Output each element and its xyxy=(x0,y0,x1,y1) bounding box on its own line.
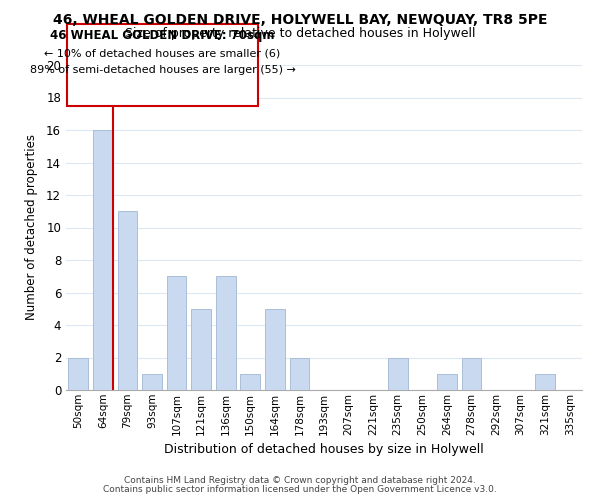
Bar xyxy=(535,374,555,390)
Text: 46 WHEAL GOLDEN DRIVE: 70sqm: 46 WHEAL GOLDEN DRIVE: 70sqm xyxy=(50,29,275,42)
Text: Contains public sector information licensed under the Open Government Licence v3: Contains public sector information licen… xyxy=(103,484,497,494)
Text: Contains HM Land Registry data © Crown copyright and database right 2024.: Contains HM Land Registry data © Crown c… xyxy=(124,476,476,485)
FancyBboxPatch shape xyxy=(67,24,257,105)
Bar xyxy=(437,374,457,390)
Bar xyxy=(216,276,236,390)
Bar xyxy=(93,130,113,390)
Bar xyxy=(191,308,211,390)
Text: 46, WHEAL GOLDEN DRIVE, HOLYWELL BAY, NEWQUAY, TR8 5PE: 46, WHEAL GOLDEN DRIVE, HOLYWELL BAY, NE… xyxy=(53,12,547,26)
Bar xyxy=(142,374,162,390)
Y-axis label: Number of detached properties: Number of detached properties xyxy=(25,134,38,320)
Bar xyxy=(388,358,407,390)
Text: Size of property relative to detached houses in Holywell: Size of property relative to detached ho… xyxy=(125,28,475,40)
Bar xyxy=(265,308,284,390)
X-axis label: Distribution of detached houses by size in Holywell: Distribution of detached houses by size … xyxy=(164,443,484,456)
Text: 89% of semi-detached houses are larger (55) →: 89% of semi-detached houses are larger (… xyxy=(29,65,295,75)
Bar xyxy=(118,211,137,390)
Text: ← 10% of detached houses are smaller (6): ← 10% of detached houses are smaller (6) xyxy=(44,48,281,58)
Bar xyxy=(68,358,88,390)
Bar xyxy=(461,358,481,390)
Bar xyxy=(167,276,187,390)
Bar xyxy=(290,358,309,390)
Bar xyxy=(241,374,260,390)
